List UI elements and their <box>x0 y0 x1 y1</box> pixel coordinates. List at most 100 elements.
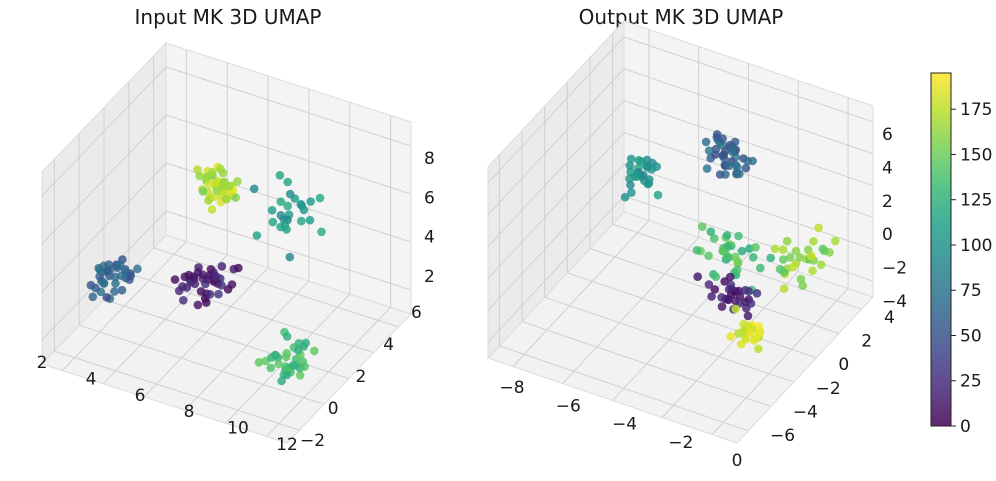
data-point <box>305 215 315 225</box>
data-point <box>212 272 221 282</box>
z-tick-label: 2 <box>424 267 435 287</box>
x-grid-line <box>661 271 799 418</box>
data-point <box>202 173 211 182</box>
data-point <box>693 272 702 282</box>
z-tick-label: 8 <box>424 149 435 169</box>
data-point <box>91 283 100 293</box>
colorbar-tick-label: 150 <box>960 145 992 165</box>
data-point <box>317 227 326 237</box>
data-point <box>111 272 120 282</box>
data-point <box>749 336 759 345</box>
data-point <box>719 150 728 159</box>
z-grid-line <box>623 131 874 218</box>
data-point <box>95 265 105 275</box>
data-point <box>277 376 286 386</box>
x-tick-label: −6 <box>556 396 581 416</box>
data-points <box>620 130 840 354</box>
data-point <box>734 231 743 241</box>
data-point <box>726 332 735 341</box>
x-tick-label: 12 <box>276 435 298 455</box>
data-point <box>268 217 278 227</box>
data-point <box>653 190 663 200</box>
y-tick-label: −2 <box>816 379 841 399</box>
data-point <box>179 296 188 305</box>
colorbar: 0 25 50 75 100 125 150 175 <box>930 72 992 437</box>
y-grid-line <box>54 350 300 431</box>
data-point <box>796 274 806 284</box>
data-point <box>190 279 200 289</box>
data-point <box>294 339 304 348</box>
data-point <box>293 346 303 355</box>
data-point <box>814 223 823 233</box>
data-point <box>626 180 635 190</box>
data-point <box>798 281 807 291</box>
data-point <box>698 222 707 231</box>
data-point <box>254 358 264 367</box>
colorbar-gradient <box>930 72 952 427</box>
data-point <box>731 304 740 314</box>
data-point <box>732 162 742 172</box>
z-grid-line <box>41 114 167 245</box>
y-tick-label: 6 <box>411 303 422 323</box>
x-tick-label: 2 <box>37 353 48 373</box>
z-tick-label: −2 <box>882 259 907 279</box>
y-tick-label: 4 <box>383 335 394 355</box>
x-tick-label: 6 <box>135 386 146 406</box>
data-point <box>627 188 636 197</box>
x-tick-label: 0 <box>732 451 743 471</box>
data-point <box>301 338 311 348</box>
data-point <box>743 311 753 321</box>
data-point <box>299 205 309 215</box>
data-point <box>809 237 818 246</box>
data-point <box>722 231 732 240</box>
z-tick-label: 4 <box>424 228 435 248</box>
x-tick-label: −4 <box>612 415 637 435</box>
data-point <box>779 284 789 294</box>
y-tick-label: 0 <box>838 355 849 375</box>
data-point <box>217 262 227 271</box>
data-point <box>795 252 805 262</box>
data-point <box>234 263 243 273</box>
data-point <box>102 293 111 302</box>
data-point <box>788 262 798 272</box>
z-grid-line <box>41 162 167 293</box>
data-point <box>99 279 109 288</box>
data-point <box>723 252 733 262</box>
data-point <box>275 171 285 180</box>
data-point <box>725 272 735 282</box>
data-point <box>745 328 755 338</box>
data-point <box>288 361 298 370</box>
data-point <box>737 246 747 256</box>
data-point <box>756 263 765 273</box>
data-point <box>706 227 716 236</box>
data-point <box>741 163 751 173</box>
data-point <box>732 265 742 275</box>
y-tick-label: 4 <box>884 308 895 328</box>
data-point <box>770 244 780 254</box>
data-point <box>752 289 762 298</box>
data-point <box>111 279 120 288</box>
data-point <box>283 201 293 211</box>
data-point <box>193 300 203 310</box>
x-tick-label: −8 <box>499 378 524 398</box>
data-point <box>634 156 644 165</box>
data-point <box>198 187 208 196</box>
data-points <box>86 162 326 386</box>
z-grid-line <box>487 100 625 247</box>
data-point <box>818 244 828 254</box>
data-point <box>117 285 127 295</box>
data-point <box>711 144 721 154</box>
z-grid-line <box>165 66 412 147</box>
data-point <box>267 206 277 215</box>
data-point <box>717 293 726 302</box>
data-point <box>733 256 742 266</box>
data-point <box>300 362 309 371</box>
data-point <box>730 137 740 147</box>
data-point <box>791 246 801 256</box>
data-point <box>295 371 305 380</box>
data-point <box>110 287 119 296</box>
data-point <box>282 332 292 341</box>
